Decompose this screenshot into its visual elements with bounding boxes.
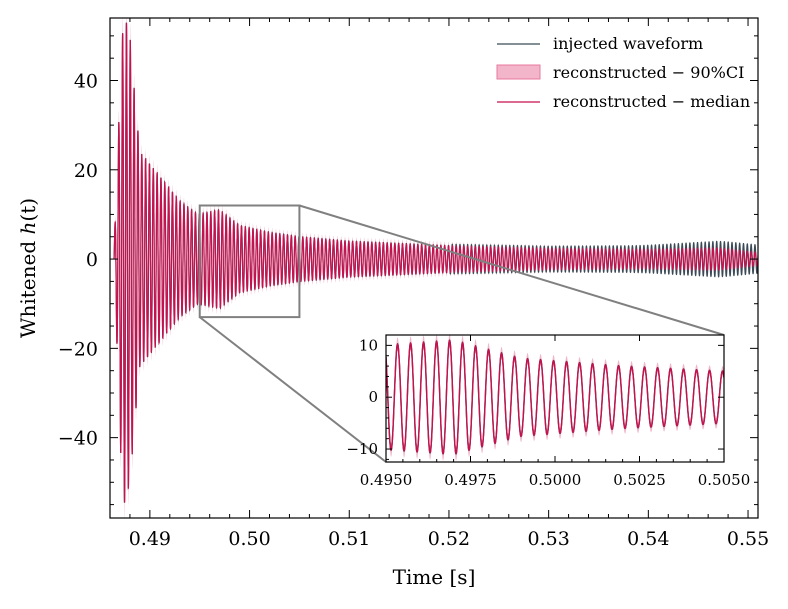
x-tick-label: 0.55 (727, 528, 769, 550)
inset-y-tick-label: 10 (359, 336, 378, 354)
inset-x-tick-label: 0.5050 (698, 471, 751, 489)
y-tick-label: −40 (58, 428, 98, 450)
y-tick-label: 0 (86, 249, 98, 271)
x-tick-label: 0.51 (328, 528, 370, 550)
x-tick-label: 0.54 (627, 528, 669, 550)
main-axes: 0.49 0.50 0.51 0.52 0.53 0.54 0.55 −40 −20 0 20 40 (58, 17, 769, 550)
inset-x-tick-label: 0.4975 (444, 471, 497, 489)
x-tick-label: 0.52 (428, 528, 470, 550)
main-ticks: 0.49 0.50 0.51 0.52 0.53 0.54 0.55 −40 −20 0 20 40 (58, 18, 769, 550)
inset-x-tick-label: 0.5000 (529, 471, 582, 489)
legend-label-median: reconstructed − median (553, 92, 750, 111)
plot-frame (109, 17, 759, 519)
zoom-connector-top (299, 204, 725, 336)
zoom-connector-bottom (199, 316, 387, 463)
x-axis-label: Time [s] (393, 565, 476, 589)
y-axis-label-suffix: (t) (16, 198, 40, 222)
x-tick-label: 0.50 (228, 528, 270, 550)
x-tick-label: 0.49 (129, 528, 171, 550)
inset-y-tick-label: 0 (368, 388, 378, 406)
y-axis-label: Whitened h(t) (16, 198, 40, 338)
y-axis-label-var: h (16, 222, 40, 235)
inset-median-line (386, 339, 724, 455)
zoom-box (198, 204, 301, 319)
y-axis-label-prefix: Whitened (16, 234, 40, 338)
inset-axes: 0.4950 0.4975 0.5000 0.5025 0.5050 −10 0 10 (346, 334, 751, 489)
inset-x-tick-label: 0.5025 (613, 471, 666, 489)
main-median-line (113, 22, 758, 503)
legend-swatch-ci (496, 64, 541, 80)
x-tick-label: 0.53 (527, 528, 569, 550)
legend: injected waveform reconstructed − 90%CI … (496, 34, 750, 111)
inset-x-tick-label: 0.4950 (360, 471, 413, 489)
y-tick-label: −20 (58, 338, 98, 360)
legend-label-ci: reconstructed − 90%CI (553, 63, 744, 82)
inset-ticks: 0.4950 0.4975 0.5000 0.5025 0.5050 −10 0 10 (346, 334, 751, 489)
y-tick-label: 20 (74, 160, 98, 182)
y-tick-label: 40 (74, 71, 98, 93)
inset-y-tick-label: −10 (346, 440, 378, 458)
legend-label-injected: injected waveform (553, 34, 703, 53)
zoom-indicator (198, 204, 725, 463)
